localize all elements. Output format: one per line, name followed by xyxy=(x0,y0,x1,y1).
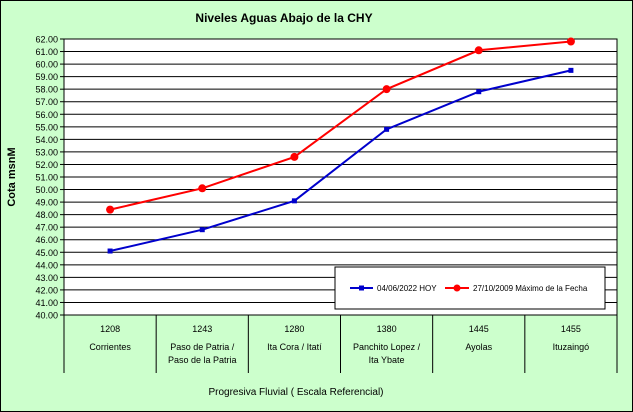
x-axis-categories: 1208 Corrientes 1243 Paso de Patria / Paso d… xyxy=(63,315,618,373)
data-point xyxy=(474,46,483,55)
y-tick-label: 56.00 xyxy=(35,110,58,120)
y-tick-label: 49.00 xyxy=(35,198,58,208)
data-point xyxy=(384,126,390,132)
y-tick-label: 57.00 xyxy=(35,97,58,107)
series-layer xyxy=(106,37,575,254)
y-tick-label: 51.00 xyxy=(35,173,58,183)
y-tick-label: 48.00 xyxy=(35,210,58,220)
x-category-code: 1243 xyxy=(192,324,212,334)
y-axis-label: Cota msnM xyxy=(6,147,18,206)
series xyxy=(107,67,574,254)
gridlines xyxy=(64,51,617,303)
y-tick-label: 53.00 xyxy=(35,147,58,157)
data-point xyxy=(199,227,205,233)
y-tick-label: 54.00 xyxy=(35,135,58,145)
data-point xyxy=(382,85,391,94)
series xyxy=(106,37,575,214)
y-tick-label: 61.00 xyxy=(35,47,58,57)
y-tick-label: 55.00 xyxy=(35,122,58,132)
y-tick-label: 41.00 xyxy=(35,298,58,308)
x-category-label: Paso de la Patria xyxy=(168,355,237,365)
x-category-label: Ita Cora / Itatí xyxy=(267,342,322,352)
data-point xyxy=(566,37,575,46)
x-axis-label: Progresiva Fluvial ( Escala Referencial) xyxy=(208,387,383,398)
y-tick-label: 50.00 xyxy=(35,185,58,195)
x-category-label: Ita Ybate xyxy=(369,355,405,365)
y-tick-label: 52.00 xyxy=(35,160,58,170)
legend-marker xyxy=(359,285,364,291)
y-axis-ticks: 40.00 41.00 42.00 43.00 44.00 45.00 46.00 47.00… xyxy=(35,35,64,321)
y-tick-label: 44.00 xyxy=(35,260,58,270)
y-tick-label: 43.00 xyxy=(35,273,58,283)
y-tick-label: 62.00 xyxy=(35,35,58,45)
legend-box xyxy=(334,266,606,310)
y-tick-label: 59.00 xyxy=(35,72,58,82)
x-category-code: 1208 xyxy=(100,324,120,334)
legend: 04/06/2022 HOY 27/10/2009 Máximo de la Fe… xyxy=(334,266,606,310)
x-category-code: 1380 xyxy=(377,324,397,334)
data-point xyxy=(106,205,115,214)
data-point xyxy=(198,184,207,193)
y-tick-label: 40.00 xyxy=(35,311,58,321)
x-category-code: 1280 xyxy=(284,324,304,334)
data-point xyxy=(568,67,574,73)
x-category-code: 1455 xyxy=(561,324,581,334)
data-point xyxy=(476,89,482,95)
data-point xyxy=(291,198,297,204)
y-tick-label: 60.00 xyxy=(35,60,58,70)
x-category-code: 1445 xyxy=(469,324,489,334)
legend-item: 04/06/2022 HOY xyxy=(350,284,437,293)
x-category-label: Ayolas xyxy=(465,342,492,352)
y-tick-label: 46.00 xyxy=(35,235,58,245)
legend-marker xyxy=(453,284,461,292)
series-line xyxy=(109,40,572,211)
x-category-label: Ituzaingó xyxy=(553,342,590,352)
chart-title: Niveles Aguas Abajo de la CHY xyxy=(195,11,372,25)
x-category-label: Paso de Patria / xyxy=(170,342,235,352)
legend-label: 04/06/2022 HOY xyxy=(377,284,437,293)
series-line xyxy=(109,69,572,252)
y-tick-label: 42.00 xyxy=(35,285,58,295)
data-point xyxy=(290,152,299,161)
y-tick-label: 58.00 xyxy=(35,85,58,95)
y-tick-label: 45.00 xyxy=(35,248,58,258)
x-category-label: Corrientes xyxy=(89,342,131,352)
x-category-label: Panchito Lopez / xyxy=(353,342,421,352)
legend-item: 27/10/2009 Máximo de la Fecha xyxy=(445,284,588,293)
legend-label: 27/10/2009 Máximo de la Fecha xyxy=(473,284,588,293)
y-tick-label: 47.00 xyxy=(35,223,58,233)
data-point xyxy=(107,248,113,254)
